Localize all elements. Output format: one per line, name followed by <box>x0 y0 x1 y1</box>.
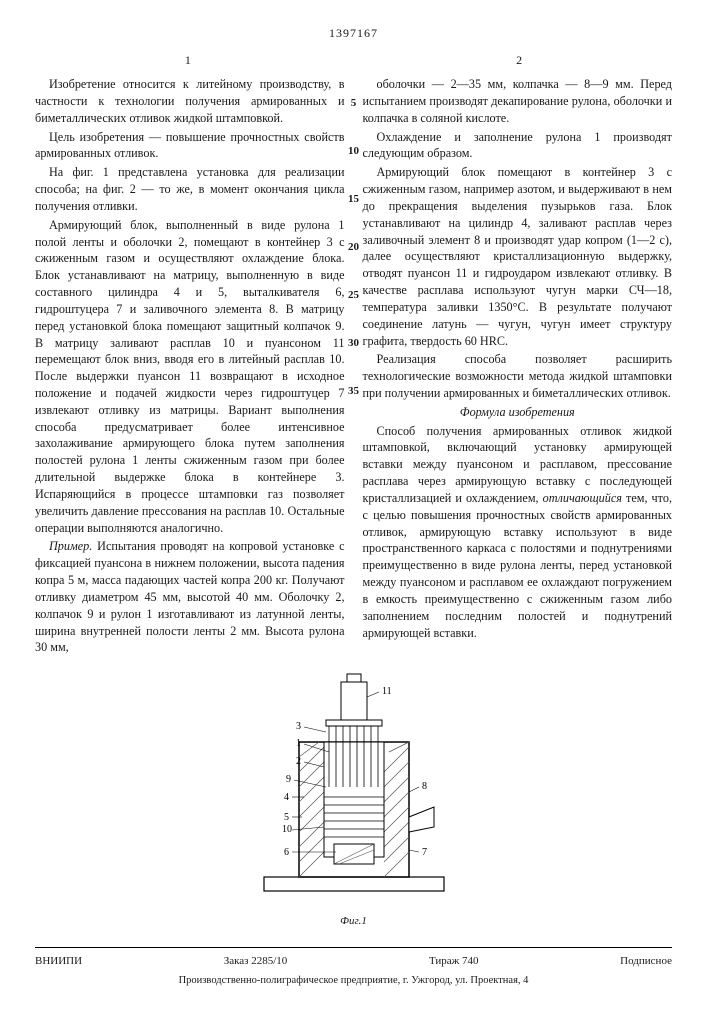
paragraph: Изобретение относится к литейному произв… <box>35 76 345 126</box>
paragraph: оболочки — 2—35 мм, колпачка — 8—9 мм. П… <box>363 76 673 126</box>
line-number: 15 <box>344 192 364 207</box>
doc-number: 1397167 <box>35 25 672 42</box>
paragraph: Пример. Испытания проводят на копровой у… <box>35 538 345 656</box>
line-number: 25 <box>344 288 364 303</box>
svg-text:5: 5 <box>284 812 289 823</box>
footer-order: Заказ 2285/10 <box>224 954 288 969</box>
paragraph: Реализация способа позволяет расширить т… <box>363 351 673 401</box>
paragraph: Охлаждение и заполнение рулона 1 произво… <box>363 129 673 163</box>
formula-title: Формула изобретения <box>363 404 673 421</box>
paragraph: Армирующий блок помещают в контейнер 3 с… <box>363 164 673 349</box>
footer-address: Производственно-полиграфическое предприя… <box>35 974 672 988</box>
col-number-right: 2 <box>366 52 672 69</box>
column-header-row: 1 2 <box>35 52 672 69</box>
svg-text:3: 3 <box>296 721 301 732</box>
svg-text:8: 8 <box>422 781 427 792</box>
paragraph: Армирующий блок, выполненный в виде руло… <box>35 217 345 537</box>
footer: ВНИИПИ Заказ 2285/10 Тираж 740 Подписное… <box>35 947 672 988</box>
line-number: 5 <box>344 96 364 111</box>
svg-text:7: 7 <box>422 847 427 858</box>
figure-1: 3 1 2 9 4 8 5 10 6 7 11 Фиг.1 <box>35 672 672 929</box>
footer-sign: Подписное <box>620 954 672 969</box>
svg-text:6: 6 <box>284 847 289 858</box>
formula-text: Способ получения армированных отливок жи… <box>363 423 673 642</box>
line-number: 20 <box>344 240 364 255</box>
left-column: Изобретение относится к литейному произв… <box>35 76 345 658</box>
svg-text:2: 2 <box>296 756 301 767</box>
paragraph: На фиг. 1 представлена установка для реа… <box>35 164 345 214</box>
line-number: 35 <box>344 384 364 399</box>
svg-text:10: 10 <box>282 824 292 835</box>
paragraph: Цель изобретения — повышение прочностных… <box>35 129 345 163</box>
right-column: оболочки — 2—35 мм, колпачка — 8—9 мм. П… <box>363 76 673 658</box>
svg-text:4: 4 <box>284 792 289 803</box>
svg-text:1: 1 <box>296 738 301 749</box>
line-number: 10 <box>344 144 364 159</box>
col-number-left: 1 <box>35 52 341 69</box>
figure-diagram: 3 1 2 9 4 8 5 10 6 7 11 <box>244 672 464 912</box>
footer-org: ВНИИПИ <box>35 954 82 969</box>
figure-caption: Фиг.1 <box>35 914 672 929</box>
svg-text:9: 9 <box>286 774 291 785</box>
line-number: 30 <box>344 336 364 351</box>
svg-text:11: 11 <box>382 686 392 697</box>
footer-tirazh: Тираж 740 <box>429 954 479 969</box>
text-columns: 5 10 15 20 25 30 35 Изобретение относится к ли… <box>35 76 672 658</box>
